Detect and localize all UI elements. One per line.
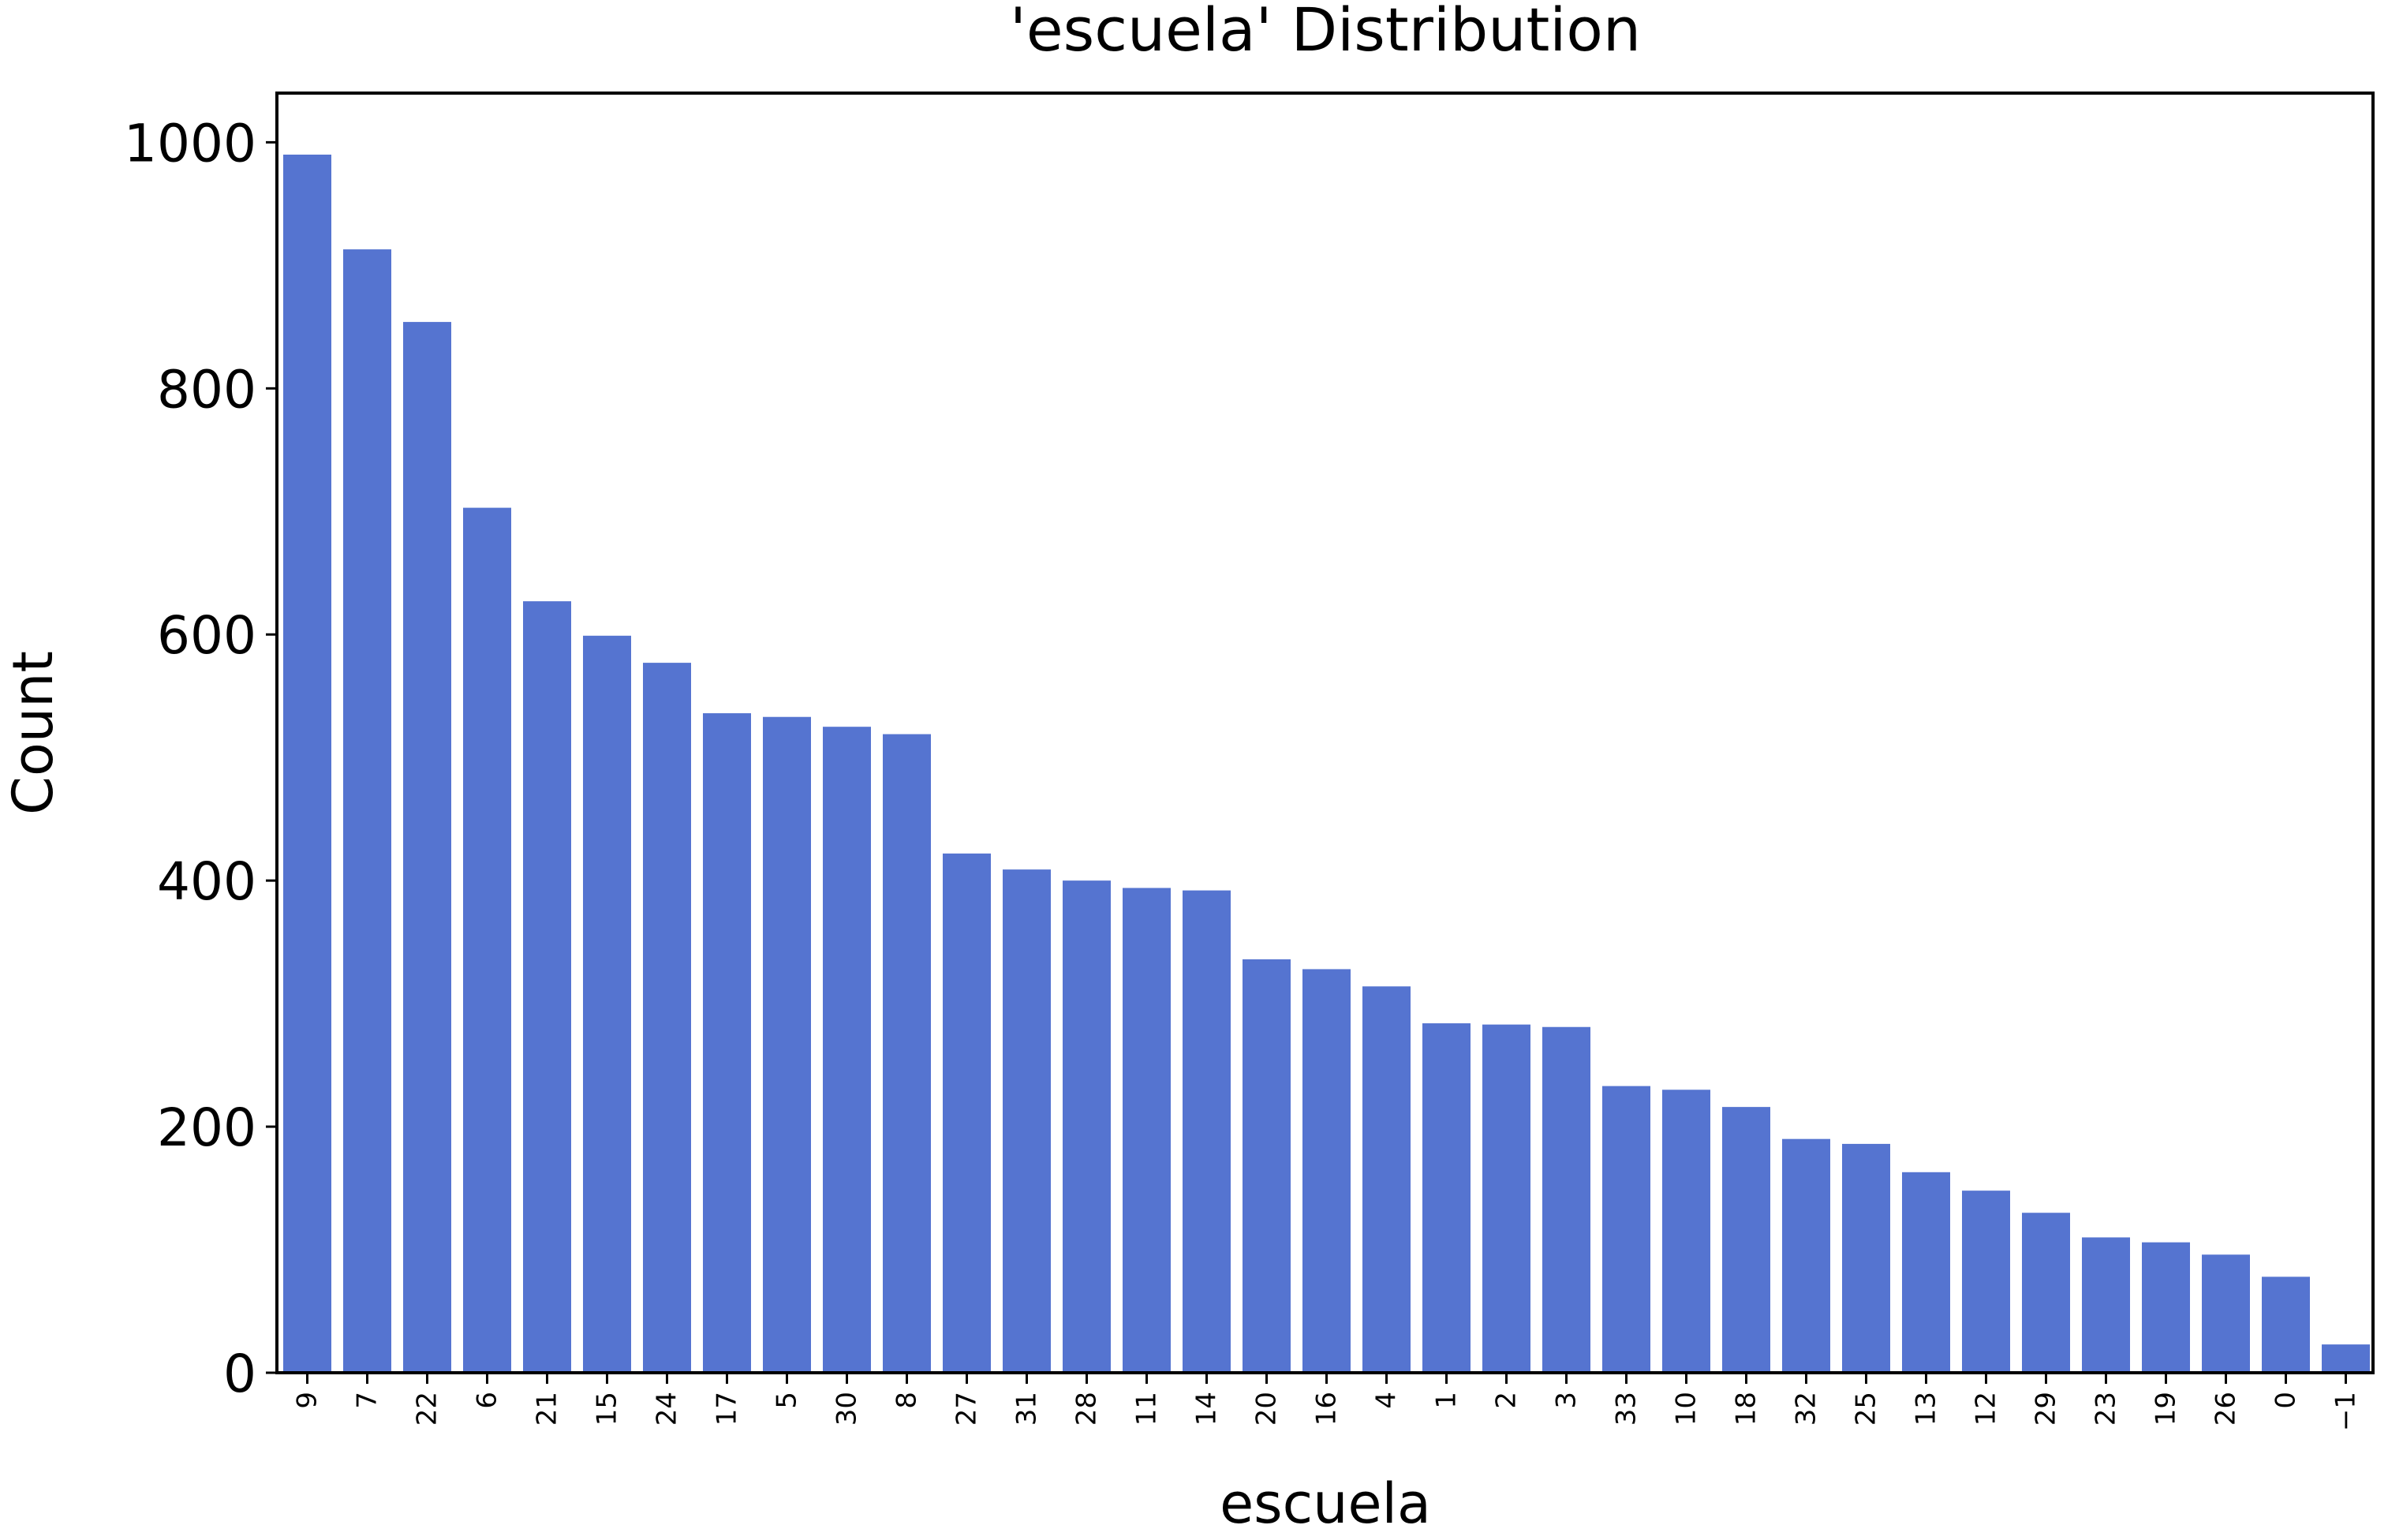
x-tick-label: 33 <box>1611 1392 1642 1426</box>
x-tick-label: 6 <box>472 1392 503 1409</box>
bar-9 <box>283 154 331 1374</box>
x-tick-label: 10 <box>1671 1392 1702 1426</box>
bar-26 <box>2202 1254 2250 1373</box>
y-tick-label: 400 <box>157 851 256 912</box>
x-tick-label: 15 <box>592 1392 623 1426</box>
x-tick-label: 28 <box>1071 1392 1103 1426</box>
y-tick-label: 0 <box>223 1344 256 1404</box>
x-tick-label: 7 <box>352 1392 383 1409</box>
x-tick-label: 14 <box>1191 1392 1223 1426</box>
plot-frame <box>275 92 2375 1374</box>
x-tick-label: 20 <box>1251 1392 1283 1426</box>
bar-2 <box>1482 1024 1530 1373</box>
bar-19 <box>2142 1242 2190 1373</box>
x-tick-label: 24 <box>652 1392 683 1426</box>
y-tick-label: 800 <box>157 359 256 420</box>
bar-0 <box>2262 1276 2310 1373</box>
bar-27 <box>943 853 991 1373</box>
bar-20 <box>1243 959 1291 1373</box>
y-tick-label: 1000 <box>124 113 256 174</box>
bar-5 <box>763 716 811 1373</box>
bar-31 <box>1003 869 1051 1373</box>
x-tick-label: 9 <box>292 1392 323 1409</box>
x-axis-label: escuela <box>1220 1471 1431 1536</box>
bar-10 <box>1662 1090 1710 1373</box>
bar-23 <box>2082 1237 2130 1373</box>
x-tick-label: 31 <box>1011 1392 1043 1426</box>
bar-29 <box>2022 1213 2070 1373</box>
x-tick-label: 25 <box>1851 1392 1882 1426</box>
bar-16 <box>1302 969 1351 1373</box>
x-tick-label: 32 <box>1791 1392 1822 1426</box>
x-tick-label: 11 <box>1131 1392 1163 1426</box>
bar-33 <box>1602 1086 1650 1373</box>
x-tick-label: 13 <box>1911 1392 1942 1426</box>
bar-28 <box>1063 880 1111 1373</box>
x-axis-ticks: 9 7 22 6 21 15 24 17 5 30 8 27 31 28 11 14 20 16 4 1 2 3 33 10 1… <box>292 1373 2362 1431</box>
bar-4 <box>1362 986 1411 1373</box>
bar-15 <box>583 635 631 1373</box>
y-axis-ticks: 0 200 400 600 800 1000 <box>124 113 277 1404</box>
x-tick-label: 0 <box>2270 1392 2302 1409</box>
x-tick-label: 1 <box>1431 1392 1463 1409</box>
bar-8 <box>883 734 931 1373</box>
bar-1 <box>1422 1023 1471 1373</box>
x-tick-label: 21 <box>532 1392 563 1426</box>
y-axis-label: Count <box>1 651 65 815</box>
bar-18 <box>1722 1107 1770 1373</box>
bar-17 <box>703 713 751 1373</box>
x-tick-label: 22 <box>412 1392 443 1426</box>
x-tick-label: 16 <box>1311 1392 1343 1426</box>
y-tick-label: 600 <box>157 605 256 666</box>
y-tick-label: 200 <box>157 1097 256 1158</box>
x-tick-label: 26 <box>2210 1392 2242 1426</box>
bar-21 <box>523 601 571 1373</box>
x-tick-label: −1 <box>2330 1392 2362 1431</box>
bar-7 <box>343 249 391 1373</box>
bars-layer <box>283 154 2370 1374</box>
x-tick-label: 27 <box>951 1392 983 1426</box>
x-tick-label: 12 <box>1971 1392 2002 1426</box>
x-tick-label: 8 <box>891 1392 923 1409</box>
x-tick-label: 18 <box>1731 1392 1762 1426</box>
bar-32 <box>1782 1138 1830 1373</box>
bar-12 <box>1962 1191 2010 1373</box>
x-tick-label: 17 <box>712 1392 743 1426</box>
bar-25 <box>1842 1143 1890 1373</box>
bar-13 <box>1902 1172 1950 1373</box>
bar-22 <box>403 322 451 1373</box>
bar-30 <box>823 727 871 1373</box>
bar-11 <box>1123 888 1171 1373</box>
chart-title: 'escuela' Distribution <box>1010 0 1641 65</box>
x-tick-label: 23 <box>2091 1392 2122 1426</box>
x-tick-label: 3 <box>1551 1392 1583 1409</box>
x-tick-label: 4 <box>1371 1392 1403 1409</box>
bar-14 <box>1183 890 1231 1373</box>
x-tick-label: 30 <box>832 1392 863 1426</box>
x-tick-label: 19 <box>2151 1392 2182 1426</box>
x-tick-label: 2 <box>1491 1392 1523 1409</box>
bar-24 <box>643 663 691 1373</box>
bar-3 <box>1542 1026 1590 1373</box>
x-tick-label: 29 <box>2031 1392 2062 1426</box>
x-tick-label: 5 <box>772 1392 803 1409</box>
bar-−1 <box>2322 1344 2370 1373</box>
bar-6 <box>463 507 511 1374</box>
